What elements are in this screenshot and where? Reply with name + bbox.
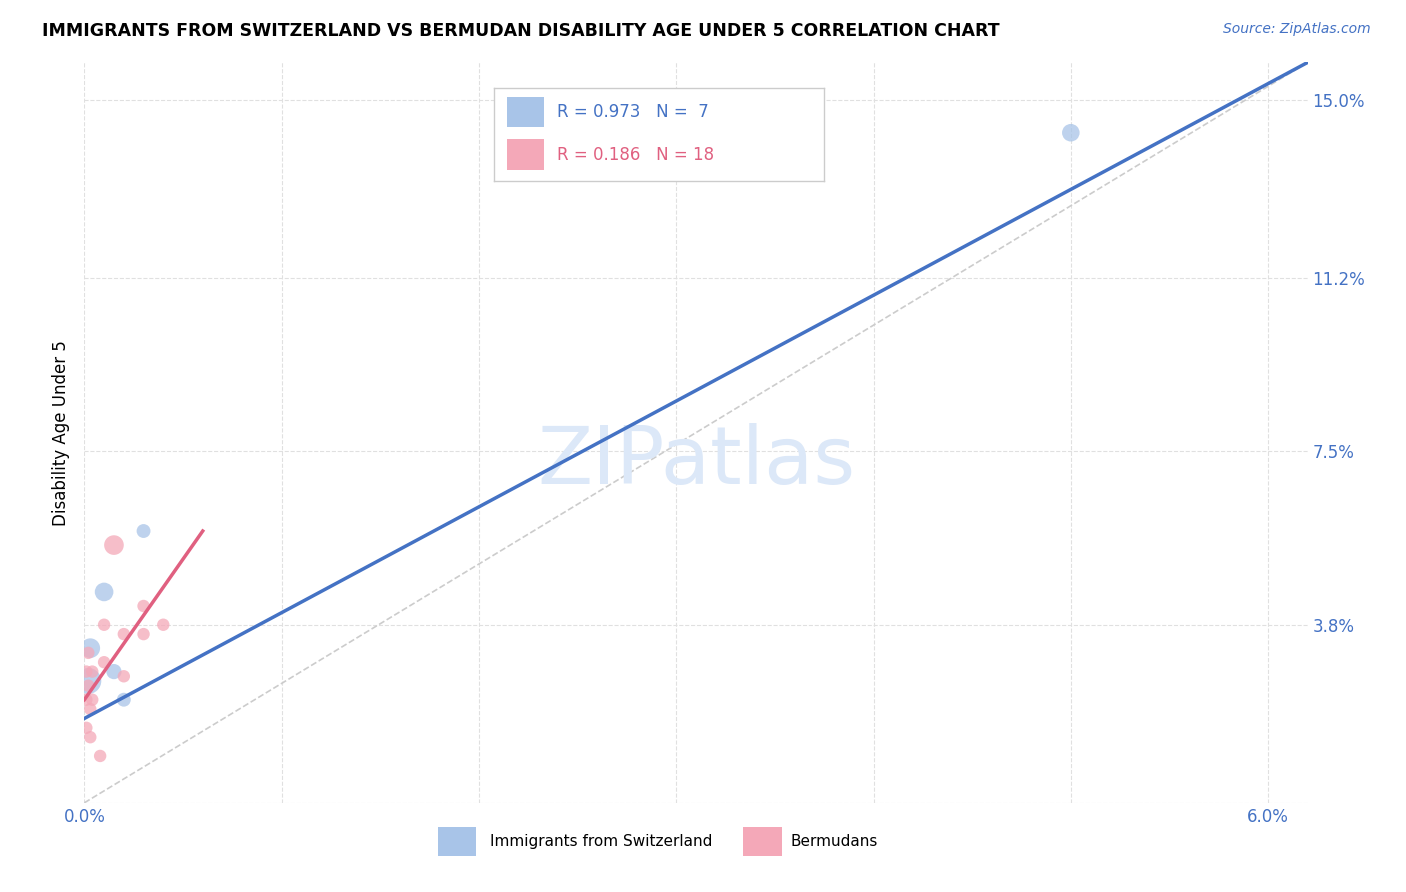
Point: [112, 669, 135, 683]
Point: [103, 538, 125, 552]
Point: [77, 679, 100, 693]
Point: [103, 665, 125, 679]
Point: [77, 673, 100, 688]
Point: [82, 692, 104, 706]
Point: [75, 665, 97, 679]
Point: [132, 599, 155, 613]
Point: [1060, 126, 1083, 140]
Point: [79, 702, 101, 716]
Y-axis label: Disability Age Under 5: Disability Age Under 5: [52, 340, 70, 525]
Point: [75, 721, 97, 735]
Point: [79, 641, 101, 656]
Point: [89, 748, 111, 763]
Point: [112, 692, 135, 706]
Point: [93, 617, 115, 632]
Text: ZIPatlas: ZIPatlas: [537, 423, 855, 501]
Point: [112, 627, 135, 641]
Point: [93, 585, 115, 599]
Point: [152, 617, 174, 632]
Point: [132, 627, 155, 641]
Point: [79, 730, 101, 744]
Text: IMMIGRANTS FROM SWITZERLAND VS BERMUDAN DISABILITY AGE UNDER 5 CORRELATION CHART: IMMIGRANTS FROM SWITZERLAND VS BERMUDAN …: [42, 22, 1000, 40]
Point: [93, 655, 115, 669]
Point: [132, 524, 155, 538]
Text: Source: ZipAtlas.com: Source: ZipAtlas.com: [1223, 22, 1371, 37]
Point: [77, 646, 100, 660]
Point: [75, 692, 97, 706]
Point: [82, 665, 104, 679]
